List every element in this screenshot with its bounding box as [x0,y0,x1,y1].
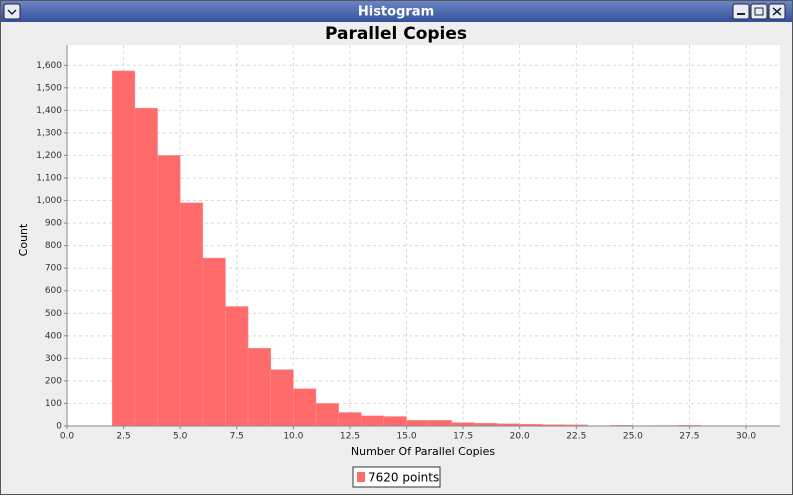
y-tick-label: 400 [45,331,62,341]
y-tick-label: 1,200 [36,151,62,161]
x-tick-label: 10.0 [283,432,303,442]
y-tick-label: 200 [45,376,62,386]
y-tick-label: 1,300 [36,128,62,138]
y-tick-label: 700 [45,264,62,274]
minimize-icon [737,13,745,15]
y-tick-label: 1,000 [36,196,62,206]
y-tick-label: 1,400 [36,106,62,116]
bar [271,370,294,426]
x-tick-label: 30.0 [736,432,756,442]
bar [293,389,316,426]
menu-button[interactable] [4,4,20,19]
maximize-button[interactable] [751,4,767,19]
y-tick-label: 0 [56,422,62,432]
bar [158,155,181,426]
legend-label: 7620 points [368,471,439,485]
bar [316,403,339,426]
window-title: Histogram [358,5,434,20]
chart-title: Parallel Copies [325,24,467,44]
x-tick-label: 17.5 [453,432,473,442]
bar [407,420,430,426]
y-tick-label: 1,600 [36,61,62,71]
bar [384,417,407,426]
bar [452,423,475,426]
bar [135,108,158,426]
x-tick-label: 0.0 [60,432,75,442]
x-tick-label: 7.5 [230,432,244,442]
y-tick-label: 500 [45,309,62,319]
y-axis-title: Count [17,223,30,256]
y-tick-label: 1,100 [36,174,62,184]
y-tick-label: 100 [45,399,62,409]
bar [361,416,384,426]
x-tick-label: 2.5 [116,432,130,442]
bar [429,420,452,426]
x-tick-label: 20.0 [510,432,530,442]
minimize-button[interactable] [733,4,749,19]
bar [203,258,226,426]
bar [180,203,203,426]
x-tick-label: 25.0 [623,432,643,442]
x-tick-label: 12.5 [340,432,360,442]
y-tick-label: 600 [45,286,62,296]
y-tick-label: 800 [45,241,62,251]
x-tick-label: 22.5 [566,432,586,442]
y-tick-label: 1,500 [36,83,62,93]
y-tick-label: 300 [45,354,62,364]
legend-swatch [357,472,365,482]
bar [112,71,135,426]
x-tick-label: 27.5 [679,432,699,442]
x-tick-label: 5.0 [173,432,188,442]
x-axis-title: Number Of Parallel Copies [351,445,496,458]
y-tick-label: 900 [45,219,62,229]
bar [248,348,271,426]
bar [339,412,362,426]
bar [225,307,248,426]
x-tick-label: 15.0 [397,432,417,442]
